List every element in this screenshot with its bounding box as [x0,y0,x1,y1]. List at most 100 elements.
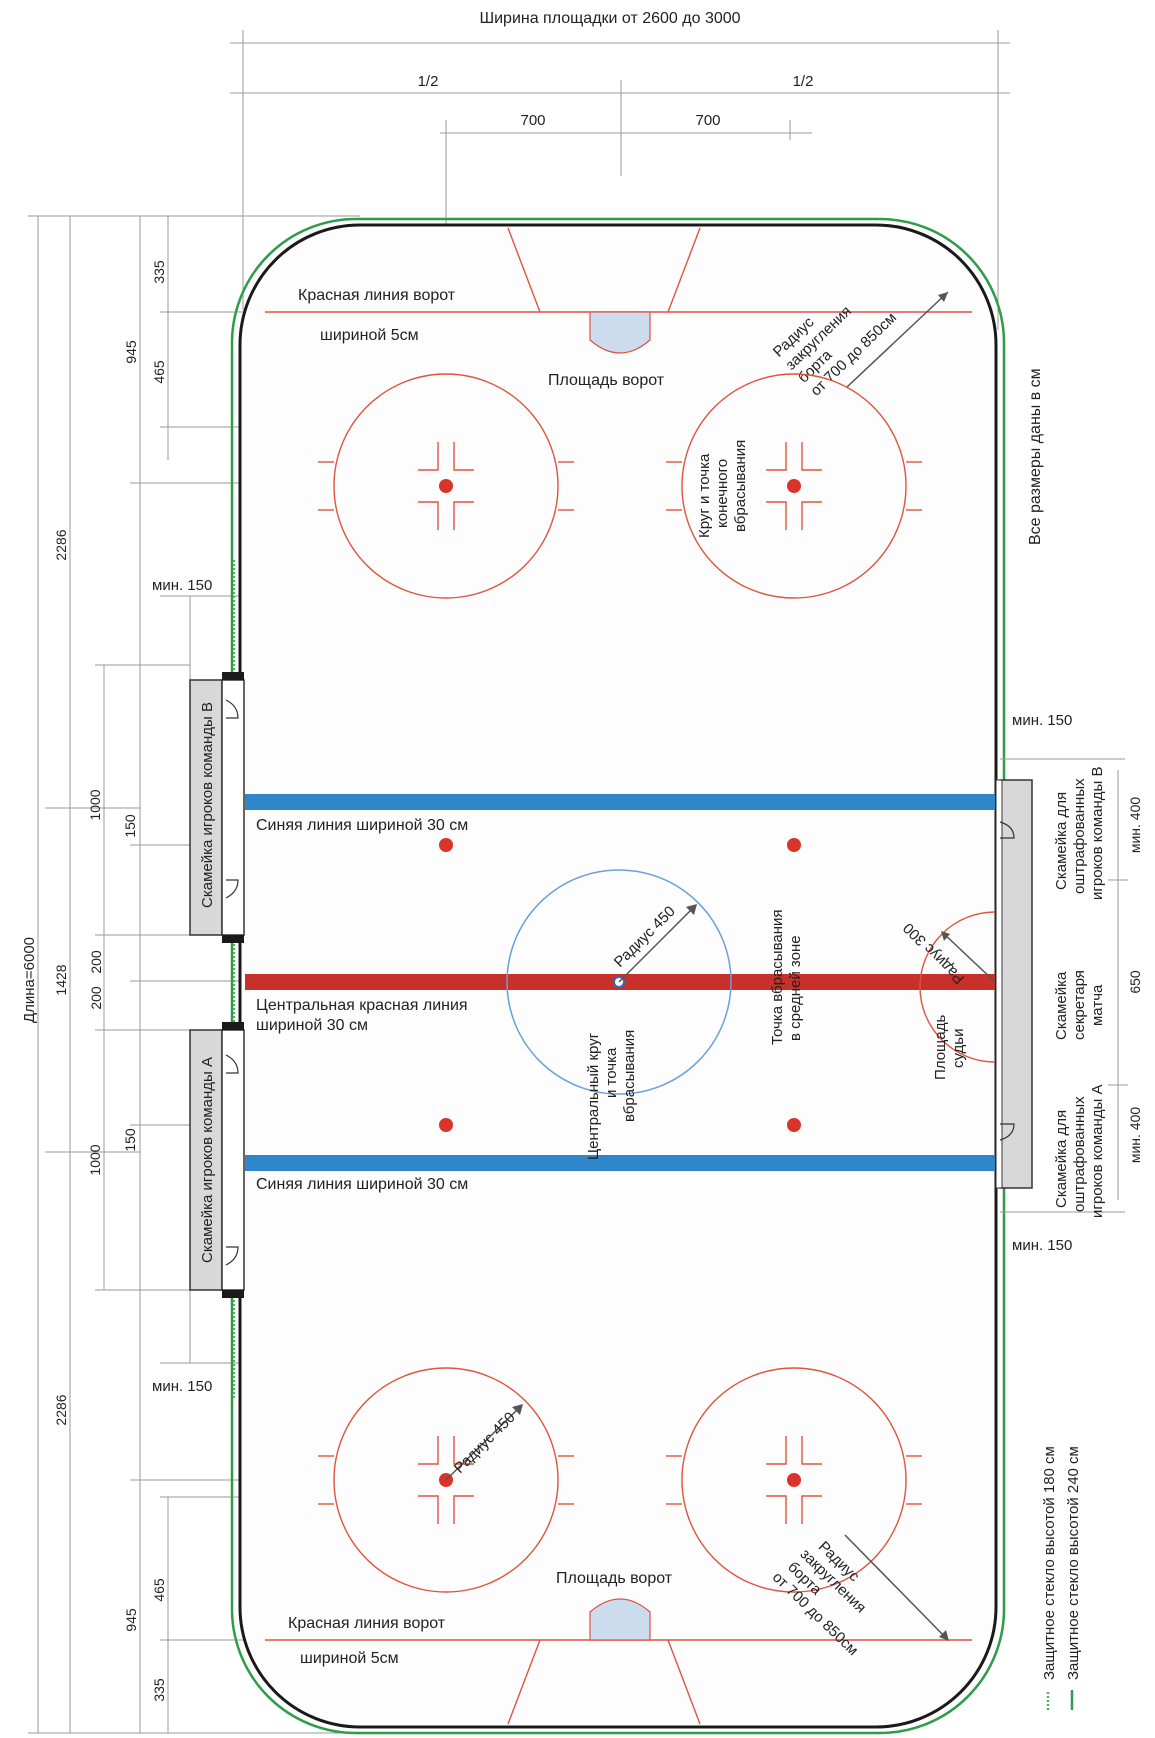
dim-945-top: 945 [123,340,139,364]
bottom-radius-arrow [445,1404,523,1481]
neutral-spot-label-1: Точка вбрасывания [769,909,786,1045]
center-circle [506,869,732,1095]
min150-left-bottom: мин. 150 [152,1378,212,1395]
min150-right-bottom: мин. 150 [1012,1237,1072,1254]
faceoff-spot-top-left [439,479,453,493]
goal-line-label-top-1: Красная линия ворот [298,287,456,304]
center-circle-label-1: Центральный круг [585,1032,602,1160]
left-dimensions: 335 465 945 2286 1000 150 200 200 1428 Д… [21,215,440,1734]
penalty-b-label-2: оштрафованных [1071,778,1088,894]
legend-glass-180: Защитное стекло высотой 180 см [1041,1446,1058,1680]
faceoff-spot-top-right [787,479,801,493]
rink-width-title: Ширина площадки от 2600 до 3000 [479,10,740,27]
bench-team-a-label: Скамейка игроков команды А [199,1057,216,1263]
min400-top: мин. 400 [1127,797,1143,854]
penalty-b-label-1: Скамейка для [1053,792,1070,890]
corner-radius-arrow-top [846,291,949,388]
dim-1428: 1428 [53,964,69,995]
goal-crease-bottom [589,1598,651,1641]
player-benches: Скамейка игроков команды В Скамейка игро… [189,672,245,1298]
center-line-label-1: Центральная красная линия [256,997,468,1014]
bench-team-b [189,679,223,936]
arrow-head [512,1404,523,1415]
hash-marks-top-left [318,442,574,530]
faceoff-offset-left: 700 [520,112,545,129]
goal-crease-label-bottom: Площадь ворот [556,1570,673,1587]
penalty-a-label-2: оштрафованных [1071,1096,1088,1212]
secretary-label-1: Скамейка [1053,971,1070,1040]
faceoff-circle-label-1: Круг и точка [696,453,713,538]
legend-glass-240: Защитное стекло высотой 240 см [1065,1446,1082,1680]
all-dimensions-note: Все размеры даны в см [1027,368,1044,545]
dim-335-top: 335 [151,260,167,284]
goal-crease-top [589,311,651,354]
goal-crease-label-top: Площадь ворот [548,372,665,389]
center-radius-arrow [618,904,697,983]
goal-line-label-bottom-1: Красная линия ворот [288,1615,446,1632]
faceoff-circle-top-right [681,373,907,599]
dim-200-a: 200 [88,950,104,974]
goal-line-label-top-2: шириной 5см [320,327,419,344]
faceoff-offset-right: 700 [695,112,720,129]
half-width-right: 1/2 [793,73,814,90]
rink-length: Длина=6000 [21,937,38,1023]
dim-335-bottom: 335 [151,1678,167,1702]
center-line-label-2: шириной 30 см [256,1017,368,1034]
faceoff-spot-bottom-right [787,1473,801,1487]
center-circle-label-2: и точка [603,1047,620,1098]
legend: Защитное стекло высотой 180 см Защитное … [1041,1446,1082,1710]
dim-650: 650 [1127,970,1143,994]
goal-line-label-bottom-2: шириной 5см [300,1650,399,1667]
corner-radius-arrow-bottom [844,1534,949,1641]
faceoff-circle-bottom-left [333,1367,559,1593]
blue-line-label-bottom: Синяя линия шириной 30 см [256,1176,468,1193]
min150-right-top: мин. 150 [1012,712,1072,729]
dim-150-bottom: 150 [122,1128,138,1152]
arrow-head [939,1630,949,1641]
faceoff-circle-label-3: вбрасывания [732,440,749,532]
faceoff-circle-label-2: конечного [714,459,731,528]
secretary-label-3: матча [1089,984,1106,1026]
neutral-spot-tr [787,838,801,852]
arrow-head [686,904,697,915]
hash-marks-bottom-left [318,1436,574,1524]
penalty-b-label-3: игроков команды В [1089,767,1106,900]
arrow-head [941,931,950,941]
bench-team-b-label: Скамейка игроков команды В [199,702,216,908]
referee-radius-arrow [941,931,996,983]
dim-150-top: 150 [122,814,138,838]
dim-200-b: 200 [88,986,104,1010]
dim-2286-top: 2286 [53,529,69,560]
referee-area-label-1: Площадь [932,1015,949,1080]
faceoff-circle-bottom-right [681,1367,907,1593]
dim-1000-bottom: 1000 [87,1144,103,1175]
glass-240-outline [230,217,1006,1735]
penalty-and-secretary-benches: мин. 150 мин. 150 мин. 400 650 мин. 400 … [995,712,1143,1254]
dim-2286-bottom: 2286 [53,1394,69,1425]
hash-marks-top-right [666,442,922,530]
top-dimensions: Ширина площадки от 2600 до 3000 1/2 1/2 … [230,10,1010,490]
referee-area-label-2: судьи [950,1029,967,1068]
neutral-spot-br [787,1118,801,1132]
dim-465-bottom: 465 [151,1578,167,1602]
penalty-a-label-3: игроков команды А [1089,1085,1106,1218]
penalty-bench-right [999,779,1033,1189]
center-circle-label-3: вбрасывания [621,1030,638,1122]
bench-team-a [189,1029,223,1291]
neutral-spot-label-2: в средней зоне [787,935,804,1041]
blue-line-top [245,794,995,810]
half-width-left: 1/2 [418,73,439,90]
dim-465-top: 465 [151,360,167,384]
referee-crease [919,911,996,1063]
hash-marks-bottom-right [666,1436,922,1524]
dim-1000-top: 1000 [87,789,103,820]
min400-bottom: мин. 400 [1127,1107,1143,1164]
min150-left-top: мин. 150 [152,577,212,594]
blue-line-bottom [245,1155,995,1171]
neutral-spot-bl [439,1118,453,1132]
penalty-a-label-1: Скамейка для [1053,1110,1070,1208]
dim-945-bottom: 945 [123,1608,139,1632]
blue-line-label-top: Синяя линия шириной 30 см [256,817,468,834]
secretary-label-2: секретаря [1071,970,1088,1040]
